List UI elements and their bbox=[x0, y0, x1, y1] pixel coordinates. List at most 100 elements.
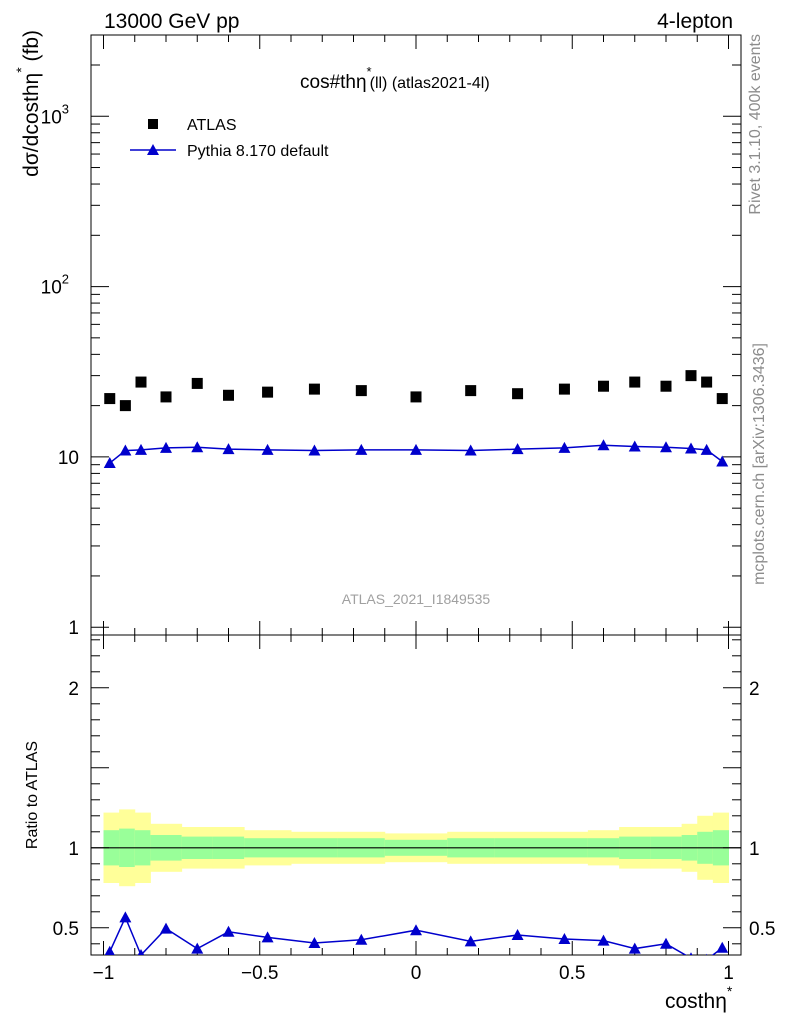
rivet-label: Rivet 3.1.10, 400k events bbox=[747, 34, 764, 215]
pythia-marker bbox=[597, 439, 610, 451]
ratio-y-tick-label-right: 2 bbox=[749, 679, 760, 700]
plot-title-main: cos#thη bbox=[300, 72, 367, 93]
legend-atlas-marker bbox=[148, 119, 158, 129]
mcplots-label: mcplots.cern.ch [arXiv:1306.3436] bbox=[751, 343, 768, 585]
y-tick-label-exp: 2 bbox=[62, 272, 69, 287]
xlabel: costhη* bbox=[665, 983, 733, 1013]
atlas-marker bbox=[308, 383, 320, 395]
ratio-marker bbox=[464, 935, 477, 947]
plot-title-rest: (ll) (atlas2021-4l) bbox=[370, 75, 490, 92]
pythia-marker bbox=[160, 441, 172, 453]
y-tick-label: 102 bbox=[41, 272, 69, 299]
y-tick-label: 1 bbox=[68, 618, 79, 639]
x-tick-label: 0.5 bbox=[559, 963, 585, 984]
ratio-y-tick-label: 2 bbox=[68, 679, 79, 700]
ratio-bands bbox=[91, 809, 741, 887]
pythia-marker bbox=[191, 441, 204, 453]
pythia-marker bbox=[716, 455, 729, 467]
ratio-marker bbox=[628, 942, 641, 954]
atlas-marker bbox=[660, 380, 672, 392]
top-ylabel-sup: * bbox=[13, 67, 29, 73]
atlas-marker bbox=[355, 385, 367, 397]
pythia-marker bbox=[103, 457, 116, 469]
pythia-marker bbox=[119, 444, 132, 456]
pythia-marker bbox=[628, 440, 641, 452]
ratio-y-tick-label: 0.5 bbox=[53, 919, 79, 940]
ratio-marker bbox=[191, 942, 204, 954]
pythia-marker bbox=[660, 441, 672, 453]
pythia-marker bbox=[222, 443, 235, 455]
pythia-marker bbox=[558, 441, 571, 453]
legend-pythia-label: Pythia 8.170 default bbox=[187, 143, 329, 160]
ratio-marker bbox=[660, 937, 672, 949]
y-tick-label: 10 bbox=[58, 448, 79, 469]
top-ylabel-main: dσ/dcosthη bbox=[20, 73, 43, 177]
ratio-marker bbox=[119, 911, 132, 923]
ratio-marker bbox=[597, 934, 610, 946]
pythia-marker bbox=[685, 442, 697, 454]
atlas-marker bbox=[685, 370, 697, 382]
ratio-marker bbox=[705, 953, 708, 955]
ratio-panel: −1 −0.5 0 0.5 1 0.5 0.5 1 1 2 2 bbox=[53, 634, 775, 984]
header-left: 13000 GeV pp bbox=[104, 10, 239, 33]
atlas-marker bbox=[119, 400, 131, 412]
ratio-marker bbox=[261, 931, 274, 943]
watermark: ATLAS_2021_I1849535 bbox=[342, 591, 491, 607]
top-ylabel-rest: (fb) bbox=[20, 30, 43, 67]
ratio-y-tick-label-right: 0.5 bbox=[749, 919, 775, 940]
atlas-marker bbox=[223, 389, 234, 401]
atlas-marker bbox=[104, 393, 116, 405]
atlas-marker bbox=[135, 376, 147, 388]
legend: ATLAS Pythia 8.170 default bbox=[130, 117, 329, 160]
atlas-marker bbox=[629, 376, 641, 388]
atlas-marker bbox=[262, 386, 274, 398]
ratio-series bbox=[104, 911, 729, 955]
ratio-marker bbox=[137, 949, 145, 955]
ratio-marker bbox=[716, 941, 729, 953]
pythia-marker bbox=[511, 443, 524, 455]
atlas-marker bbox=[410, 391, 422, 403]
pythia-marker bbox=[700, 443, 713, 455]
ratio-marker bbox=[410, 924, 422, 936]
ratio-marker bbox=[222, 925, 235, 937]
plot-title-sup: * bbox=[367, 64, 372, 79]
x-tick-label: 1 bbox=[723, 963, 734, 984]
x-tick-label: −1 bbox=[93, 963, 115, 984]
y-tick-label: 103 bbox=[41, 101, 69, 128]
y-tick-label-base: 10 bbox=[41, 107, 62, 128]
ratio-marker bbox=[355, 933, 368, 945]
atlas-marker bbox=[716, 393, 728, 405]
ratio-marker bbox=[558, 933, 571, 944]
pythia-marker bbox=[135, 443, 147, 455]
pythia-marker bbox=[261, 443, 274, 455]
ratio-marker bbox=[308, 937, 321, 948]
y-tick-label-base: 10 bbox=[41, 278, 62, 299]
atlas-marker bbox=[598, 380, 609, 392]
atlas-marker bbox=[558, 383, 570, 395]
atlas-marker bbox=[160, 391, 172, 403]
pythia-marker bbox=[464, 444, 477, 456]
pythia-marker bbox=[355, 443, 368, 455]
x-tick-label: 0 bbox=[411, 963, 422, 984]
top-ylabel: dσ/dcosthη* (fb) bbox=[13, 30, 43, 177]
ratio-marker bbox=[104, 945, 115, 955]
ratio-y-tick-label: 1 bbox=[68, 839, 79, 860]
atlas-marker bbox=[465, 385, 477, 397]
atlas-marker bbox=[512, 388, 524, 400]
xlabel-main: costhη bbox=[665, 990, 727, 1013]
ratio-frame bbox=[90, 634, 742, 956]
x-tick-label: −0.5 bbox=[241, 963, 279, 984]
ratio-ylabel: Ratio to ATLAS bbox=[24, 741, 41, 849]
xlabel-sup: * bbox=[727, 983, 733, 999]
plot-title: cos#thη* (ll) (atlas2021-4l) bbox=[300, 64, 490, 93]
ratio-y-tick-label-right: 1 bbox=[749, 839, 760, 860]
atlas-marker bbox=[191, 377, 203, 389]
y-tick-label-exp: 3 bbox=[62, 101, 69, 116]
pythia-marker bbox=[308, 444, 321, 456]
ratio-marker bbox=[689, 952, 693, 955]
legend-atlas-label: ATLAS bbox=[187, 117, 237, 134]
header-right: 4-lepton bbox=[657, 10, 733, 33]
atlas-marker bbox=[701, 376, 713, 388]
